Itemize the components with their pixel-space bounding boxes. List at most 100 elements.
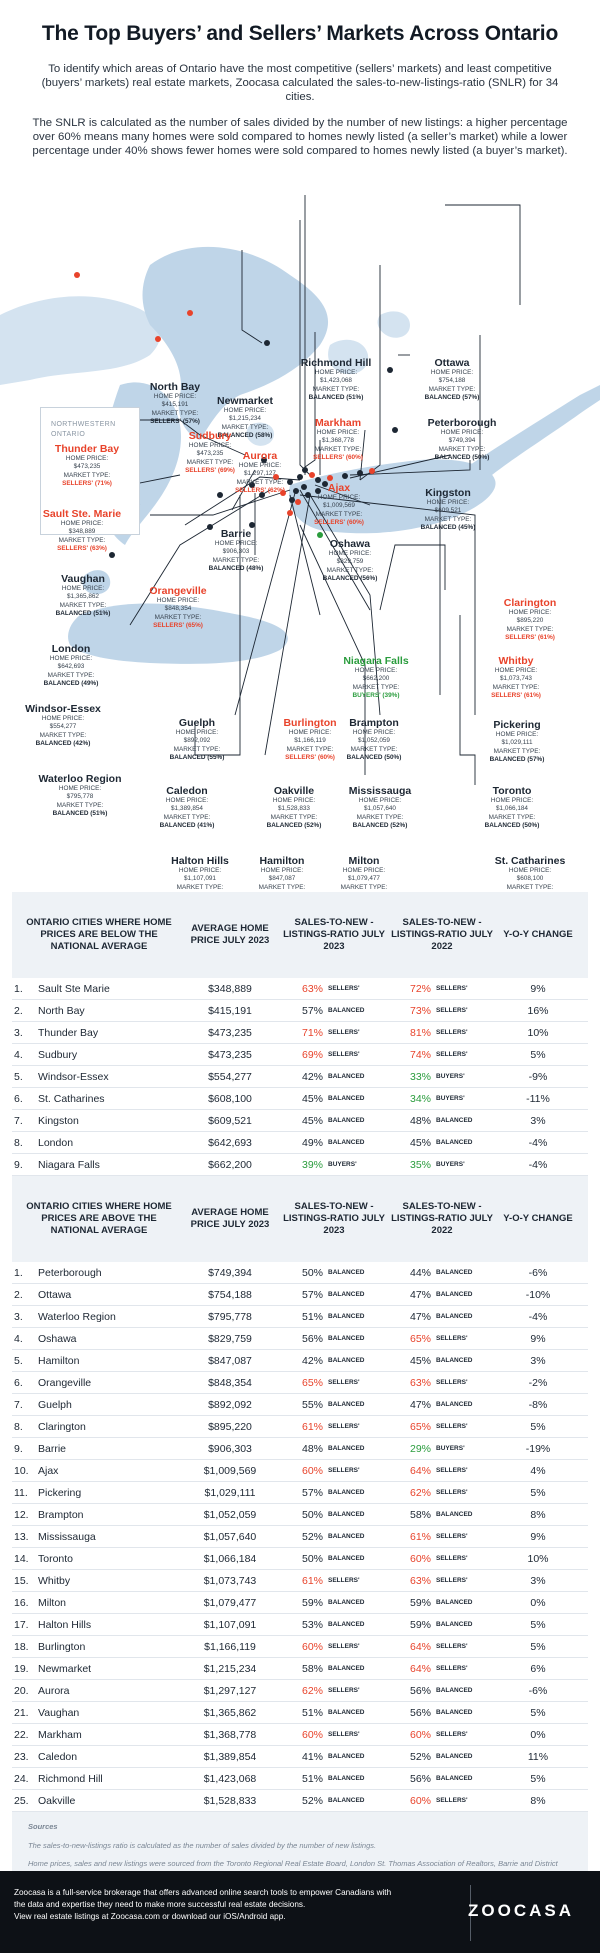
city-label: Clarington HOME PRICE: $895,220 MARKET TYPE… — [465, 597, 595, 643]
table-row: 25. Oakville $1,528,833 52% BALANCED 60% SELLE… — [12, 1790, 588, 1812]
cell-ratio-2023: 51% BALANCED — [280, 1773, 388, 1785]
ratio-value: 52% — [302, 1530, 324, 1543]
city-label: Oshawa HOME PRICE: $829,759 MARKET TYPE: BAL… — [285, 538, 415, 584]
cell-yoy: 10% — [527, 1026, 549, 1039]
cell-city: 20. Aurora — [12, 1685, 180, 1697]
cell-ratio-2022: 60% SELLERS' — [388, 1729, 496, 1741]
cell-ratio-2023: 50% BALANCED — [280, 1509, 388, 1521]
market-type: SELLERS' — [328, 1687, 360, 1694]
cell-price: $1,029,111 — [204, 1486, 256, 1499]
market-type: SELLERS' — [328, 1731, 360, 1738]
city-name: Mississauga — [38, 1530, 96, 1543]
ratio-value: 71% — [302, 1026, 324, 1039]
market-type: BUYERS' — [328, 1161, 357, 1168]
cell-ratio-2023: 52% BALANCED — [280, 1531, 388, 1543]
city-name: London — [51, 643, 91, 655]
market-type: SELLERS' — [328, 1577, 360, 1584]
market-type: BALANCED — [436, 1291, 473, 1298]
cell-yoy: -4% — [528, 1136, 548, 1149]
cell-ratio-2022: 45% BALANCED — [388, 1355, 496, 1367]
market-type-value: BALANCED (42%) — [35, 740, 91, 748]
cell-ratio-2022: 33% BUYERS' — [388, 1071, 496, 1083]
cell-city: 15. Whitby — [12, 1575, 180, 1587]
rank: 3. — [14, 1310, 23, 1323]
cell-price: $1,368,778 — [203, 1728, 257, 1741]
lake-erie — [68, 603, 288, 664]
market-type: BALANCED — [328, 1621, 365, 1628]
city-name: Peterborough — [427, 417, 497, 429]
ratio-value: 64% — [410, 1662, 432, 1675]
cell-price: $906,303 — [208, 1442, 252, 1455]
home-price-value: $1,215,234 — [229, 415, 261, 423]
city-name: Guelph — [38, 1398, 72, 1411]
market-type: BALANCED — [328, 1775, 365, 1782]
market-type-value: BALANCED (52%) — [352, 822, 408, 830]
market-type: BALANCED — [436, 1357, 473, 1364]
home-price-label: HOME PRICE: — [495, 731, 539, 738]
city-name: Whitby — [38, 1574, 71, 1587]
market-type: SELLERS' — [436, 1489, 468, 1496]
ratio-value: 58% — [302, 1662, 324, 1675]
home-price-label: HOME PRICE: — [352, 729, 396, 736]
city-name: St. Catharines — [38, 1092, 105, 1105]
ratio-value: 63% — [302, 982, 324, 995]
ratio-value: 69% — [302, 1048, 324, 1061]
market-type-value: BALANCED (56%) — [322, 575, 378, 583]
col-ratio-2022: SALES-TO-NEW -LISTINGS-RATIO JULY 2022 — [391, 917, 493, 952]
home-price-label: HOME PRICE: — [60, 520, 104, 527]
cell-ratio-2023: 63% SELLERS' — [280, 983, 388, 995]
cell-city: 8. London — [12, 1137, 180, 1149]
cell-ratio-2022: 29% BUYERS' — [388, 1443, 496, 1455]
lake-st-clair — [82, 570, 111, 595]
cell-yoy: 16% — [527, 1004, 549, 1017]
home-price-value: $1,297,127 — [244, 470, 276, 478]
cell-price: $1,528,833 — [203, 1794, 257, 1807]
market-type-label: MARKET TYPE: — [506, 883, 554, 891]
cell-ratio-2023: 45% BALANCED — [280, 1093, 388, 1105]
city-name: Newmarket — [38, 1662, 92, 1675]
zoocasa-logo[interactable]: ZOOCASA — [468, 1901, 574, 1920]
cell-yoy: 5% — [530, 1618, 546, 1631]
ratio-value: 65% — [410, 1420, 432, 1433]
table-row: 9. Niagara Falls $662,200 39% BUYERS' 35% BUYE… — [12, 1154, 588, 1176]
cell-ratio-2022: 63% SELLERS' — [388, 1377, 496, 1389]
rank: 19. — [14, 1662, 29, 1675]
ratio-value: 50% — [302, 1552, 324, 1565]
market-type: BALANCED — [436, 1401, 473, 1408]
rank: 1. — [14, 1266, 23, 1279]
market-type-value: BALANCED (52%) — [266, 822, 322, 830]
ratio-value: 58% — [410, 1508, 432, 1521]
ratio-value: 29% — [410, 1442, 432, 1455]
market-type-label: MARKET TYPE: — [212, 556, 260, 564]
table-row: 3. Thunder Bay $473,235 71% SELLERS' 81% SELLE… — [12, 1022, 588, 1044]
cell-city: 8. Clarington — [12, 1421, 180, 1433]
city-name: Oshawa — [38, 1332, 77, 1345]
city-label: Thunder Bay HOME PRICE: $473,235 MARKET TYP… — [22, 443, 152, 489]
cell-city: 21. Vaughan — [12, 1707, 180, 1719]
rank: 22. — [14, 1728, 29, 1741]
rank: 23. — [14, 1750, 29, 1763]
cell-ratio-2022: 34% BUYERS' — [388, 1093, 496, 1105]
cell-yoy: -2% — [528, 1376, 548, 1389]
cell-price: $1,166,119 — [204, 1640, 256, 1653]
rank: 12. — [14, 1508, 29, 1521]
ratio-value: 51% — [302, 1772, 324, 1785]
market-type-label: MARKET TYPE: — [151, 409, 199, 417]
rank: 6. — [14, 1376, 23, 1389]
cell-ratio-2022: 73% SELLERS' — [388, 1005, 496, 1017]
ratio-value: 47% — [410, 1288, 432, 1301]
ratio-value: 50% — [302, 1266, 324, 1279]
col-ratio-2023: SALES-TO-NEW -LISTINGS-RATIO JULY 2023 — [283, 1201, 385, 1236]
market-type-label: MARKET TYPE: — [47, 671, 95, 679]
city-name: Pickering — [493, 719, 541, 731]
city-label: Sault Ste. Marie HOME PRICE: $348,889 MARKE… — [17, 508, 147, 554]
market-type: BALANCED — [328, 1095, 365, 1102]
rank: 11. — [14, 1486, 28, 1499]
cell-yoy: 5% — [530, 1486, 546, 1499]
city-label: Newmarket HOME PRICE: $1,215,234 MARKET TYP… — [180, 395, 310, 441]
cell-city: 4. Oshawa — [12, 1333, 180, 1345]
ratio-value: 60% — [410, 1728, 432, 1741]
cell-yoy: 6% — [530, 1662, 546, 1675]
city-name: Vaughan — [38, 1706, 80, 1719]
home-price-value: $829,759 — [336, 558, 364, 566]
